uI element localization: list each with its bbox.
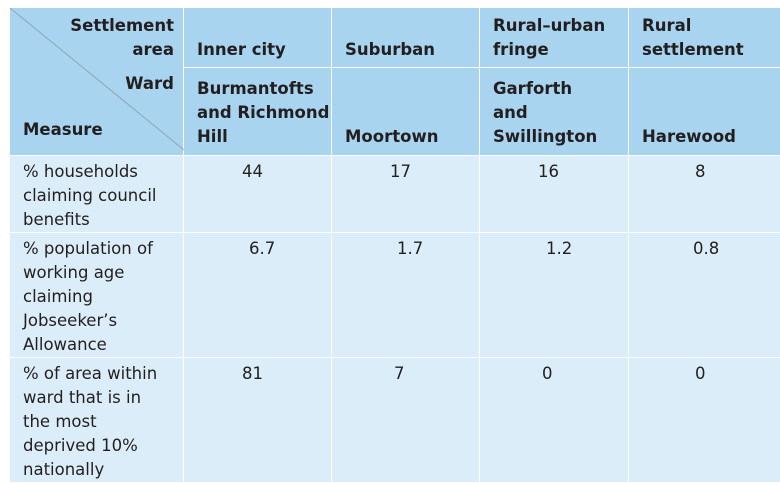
value-cell: 7 — [332, 358, 480, 483]
measure-cell: % population of working age claiming Job… — [10, 233, 184, 358]
value-cell: 16 — [480, 156, 629, 233]
value-text: 7 — [332, 362, 479, 386]
value-cell: 0 — [480, 358, 629, 483]
measure-text: % of area within ward that is in the mos… — [23, 362, 173, 482]
ward-header: Moortown — [332, 68, 480, 156]
ward-header: Garforth and Swillington — [480, 68, 629, 156]
value-cell: 44 — [184, 156, 332, 233]
settlement-area-header: Rural–urban fringe — [480, 8, 629, 68]
value-text: 6.7 — [184, 237, 331, 261]
corner-header-cell: Settlement area Ward Measure — [10, 8, 184, 156]
table-row: % households claiming council benefits 4… — [10, 156, 780, 233]
settlement-area-row: Settlement area Ward Measure Inner city … — [10, 8, 780, 68]
deprivation-table: Settlement area Ward Measure Inner city … — [9, 7, 780, 483]
value-text: 0 — [629, 362, 780, 386]
value-cell: 8 — [629, 156, 780, 233]
value-cell: 6.7 — [184, 233, 332, 358]
ward-header: Harewood — [629, 68, 780, 156]
value-cell: 0 — [629, 358, 780, 483]
table-row: % of area within ward that is in the mos… — [10, 358, 780, 483]
table-row: % population of working age claiming Job… — [10, 233, 780, 358]
ward-label: Ward — [125, 72, 174, 96]
value-text: 0.8 — [629, 237, 780, 261]
measure-cell: % households claiming council benefits — [10, 156, 184, 233]
settlement-area-header: Suburban — [332, 8, 480, 68]
measure-text: % households claiming council benefits — [23, 160, 173, 232]
value-text: 81 — [184, 362, 331, 386]
settlement-area-header: Rural settlement — [629, 8, 780, 68]
value-text: 44 — [184, 160, 331, 184]
value-text: 17 — [332, 160, 479, 184]
measure-cell: % of area within ward that is in the mos… — [10, 358, 184, 483]
value-text: 8 — [629, 160, 780, 184]
value-cell: 81 — [184, 358, 332, 483]
ward-header: Burmantofts and Richmond Hill — [184, 68, 332, 156]
value-cell: 1.7 — [332, 233, 480, 358]
value-cell: 0.8 — [629, 233, 780, 358]
value-text: 1.2 — [480, 237, 628, 261]
measure-label: Measure — [23, 118, 103, 142]
value-text: 0 — [480, 362, 628, 386]
settlement-area-header: Inner city — [184, 8, 332, 68]
settlement-area-label: Settlement area — [44, 14, 174, 62]
value-cell: 17 — [332, 156, 480, 233]
measure-text: % population of working age claiming Job… — [23, 237, 173, 357]
value-text: 16 — [480, 160, 628, 184]
value-cell: 1.2 — [480, 233, 629, 358]
value-text: 1.7 — [332, 237, 479, 261]
